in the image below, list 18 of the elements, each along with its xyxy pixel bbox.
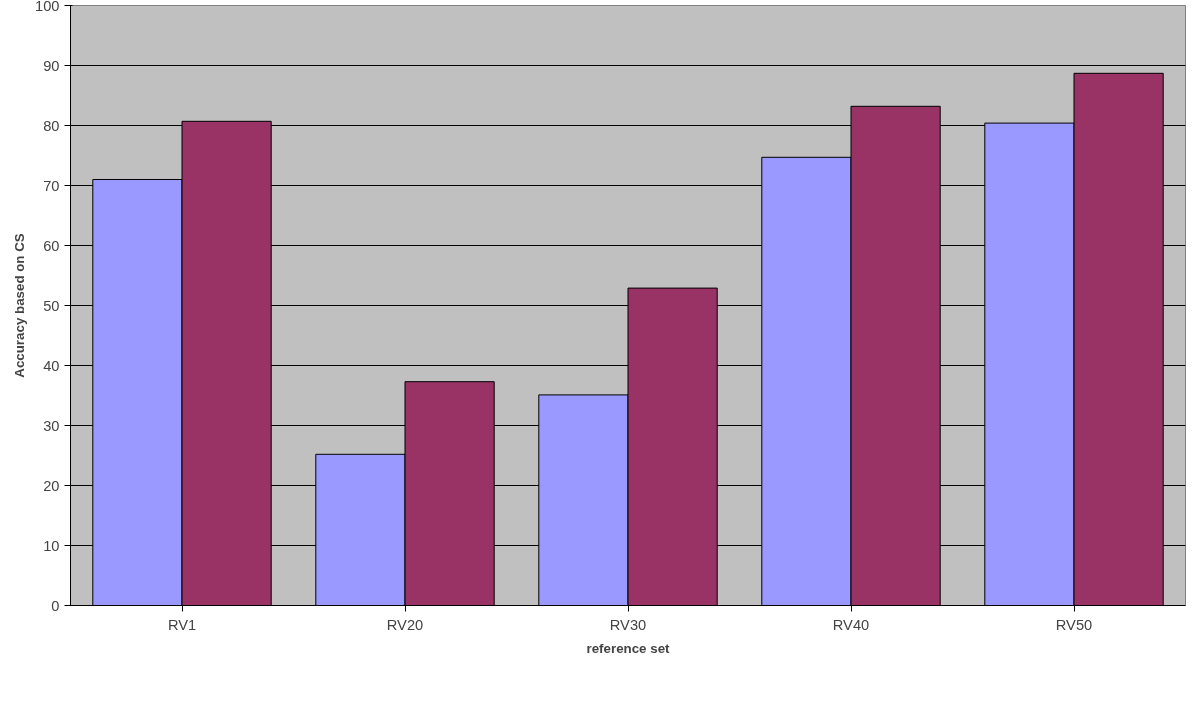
x-tick-label: RV1: [167, 616, 197, 633]
y-tick-label: 10: [43, 537, 60, 554]
y-tick-label: 60: [43, 237, 60, 254]
x-tick-label: RV50: [1055, 616, 1093, 633]
y-axis-title: Accuracy based on CS: [12, 233, 28, 378]
y-tick-label: 90: [43, 57, 60, 74]
x-tick-label: RV40: [832, 616, 870, 633]
y-tick-label: 20: [43, 477, 60, 494]
y-tick-label: 30: [43, 417, 60, 434]
y-tick-label: 40: [43, 357, 60, 374]
x-axis-title: reference set: [586, 640, 671, 656]
y-tick-label: 50: [43, 297, 60, 314]
x-tick-label: RV30: [609, 616, 647, 633]
y-tick-label: 70: [43, 177, 60, 194]
y-tick-label: 0: [51, 597, 60, 614]
y-tick-label: 100: [35, 0, 60, 14]
y-tick-label: 80: [43, 117, 60, 134]
x-tick-label: RV20: [386, 616, 424, 633]
